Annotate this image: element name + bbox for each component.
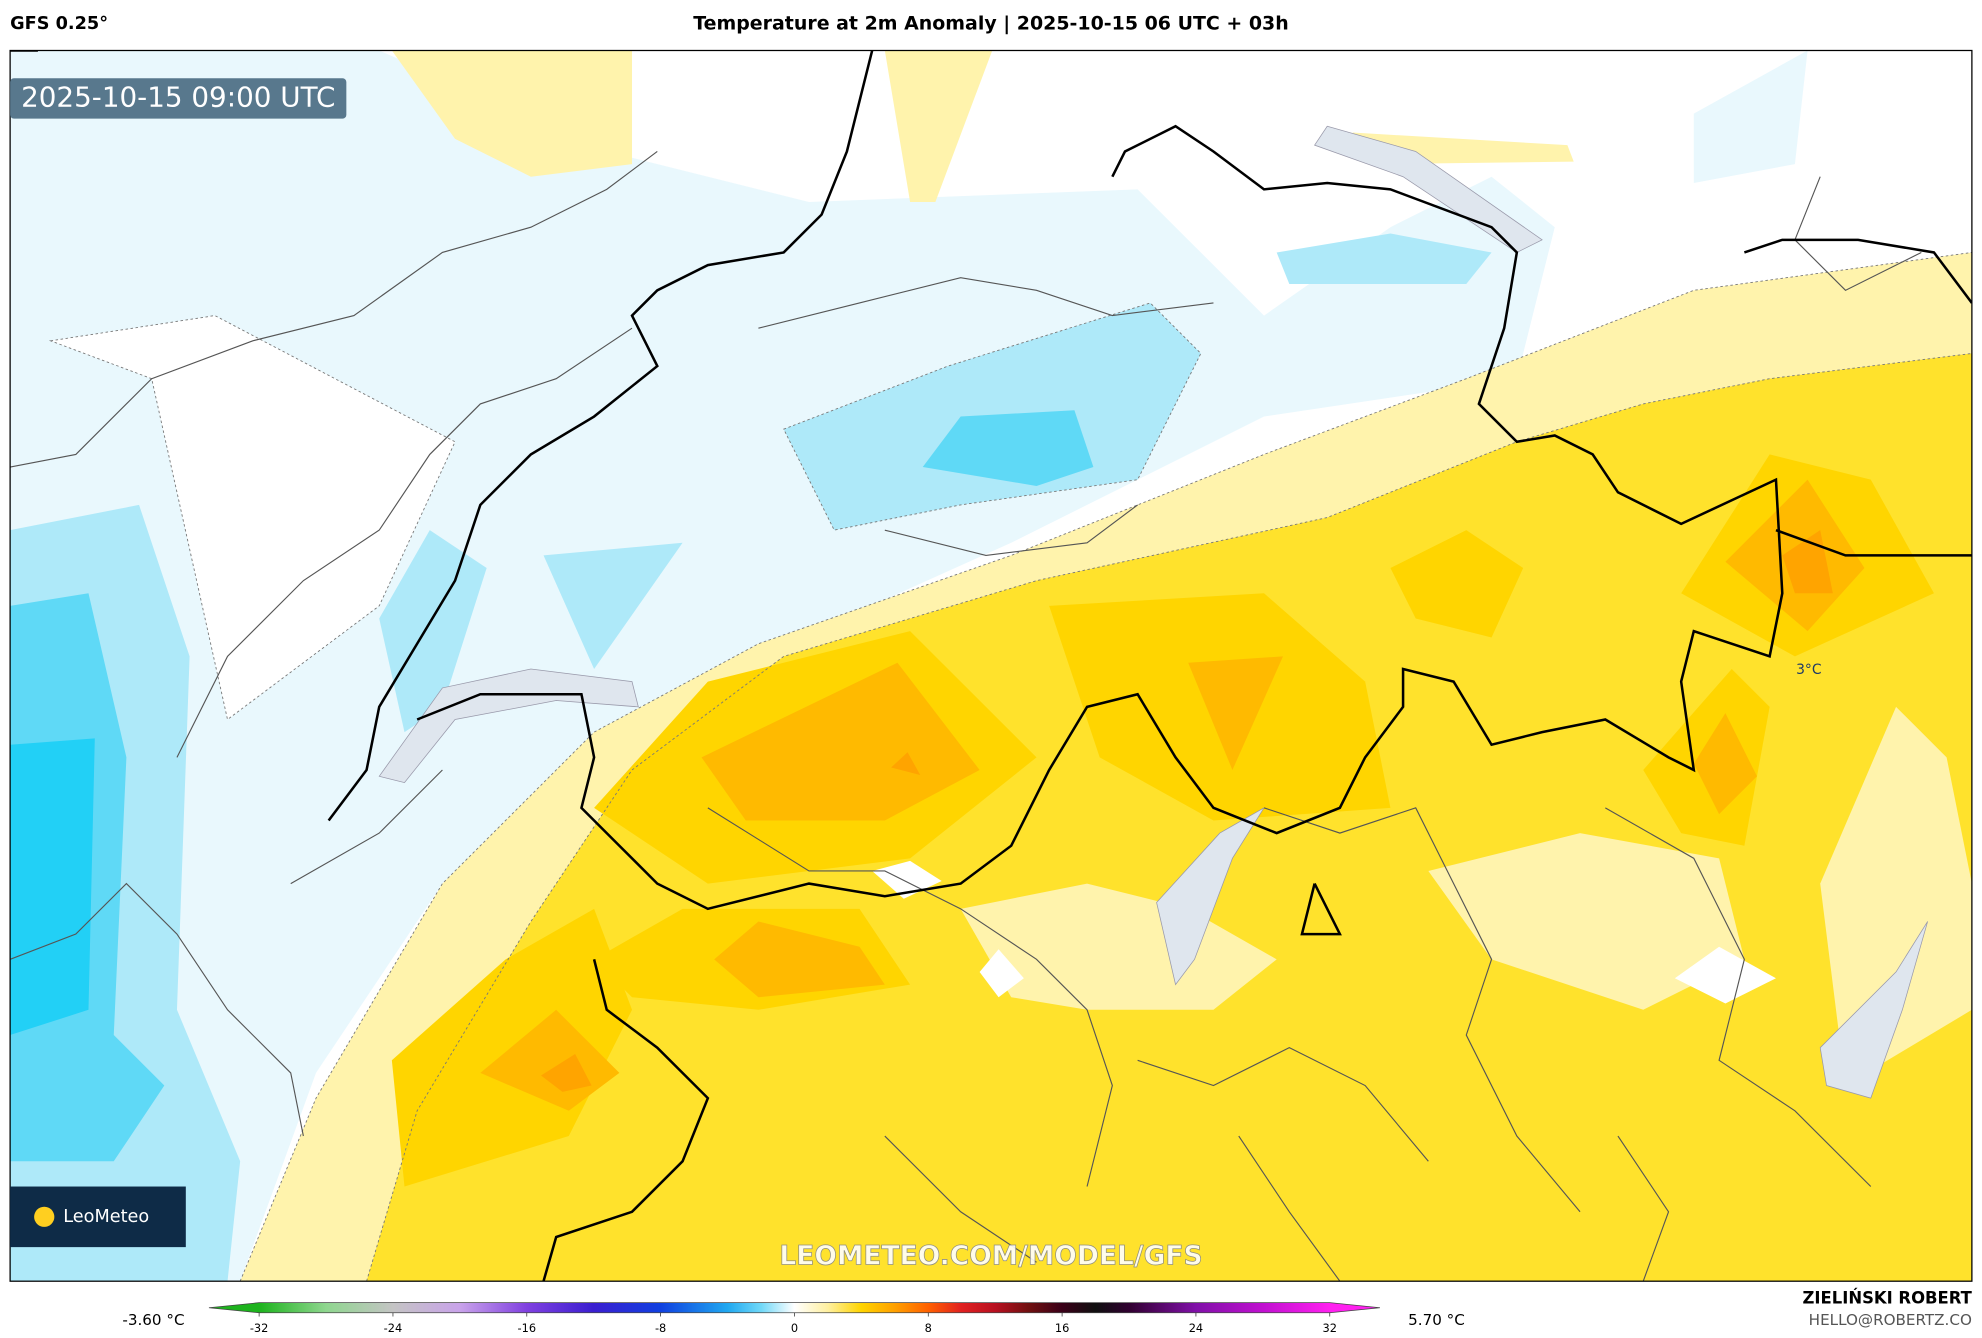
colorbar-tick-label: 24 (1189, 1321, 1203, 1335)
watermark: LEOMETEO.COM/MODEL/GFS (779, 1241, 1202, 1272)
valid-time: 2025-10-15 09:00 UTC (21, 80, 335, 113)
contour-label: 3°C (1796, 662, 1821, 678)
colorbar-tick-label: 0 (791, 1321, 798, 1335)
chart-title: Temperature at 2m Anomaly | 2025-10-15 0… (693, 12, 1289, 34)
colorbar-tick-label: -16 (517, 1321, 536, 1335)
colorbar-tick-label: -32 (250, 1321, 269, 1335)
logo-text: LeoMeteo (63, 1207, 149, 1227)
map (10, 50, 1972, 1282)
colorbar-tick-label: 8 (925, 1321, 932, 1335)
logo-sun (34, 1206, 55, 1227)
model-label: GFS 0.25° (10, 14, 108, 34)
colorbar-max-label: 5.70 °C (1408, 1311, 1465, 1329)
time-badge (10, 78, 347, 119)
colorbar: -3.60 °C 5.70 °C -32 -24 -16 -8 0 8 16 24 32 (122, 1302, 1465, 1335)
colorbar-tick-label: 16 (1055, 1321, 1069, 1335)
colorbar-bar (208, 1302, 1380, 1314)
map-frame (9, 49, 1973, 1282)
colorbar-tick-label: -8 (655, 1321, 666, 1335)
colorbar-tick-label: 32 (1323, 1321, 1337, 1335)
contact: HELLO@ROBERTZ.CO (1809, 1311, 1972, 1329)
colorbar-tick-label: -24 (384, 1321, 403, 1335)
colorbar-min-label: -3.60 °C (122, 1311, 184, 1329)
author: ZIELIŃSKI ROBERT (1803, 1288, 1973, 1307)
